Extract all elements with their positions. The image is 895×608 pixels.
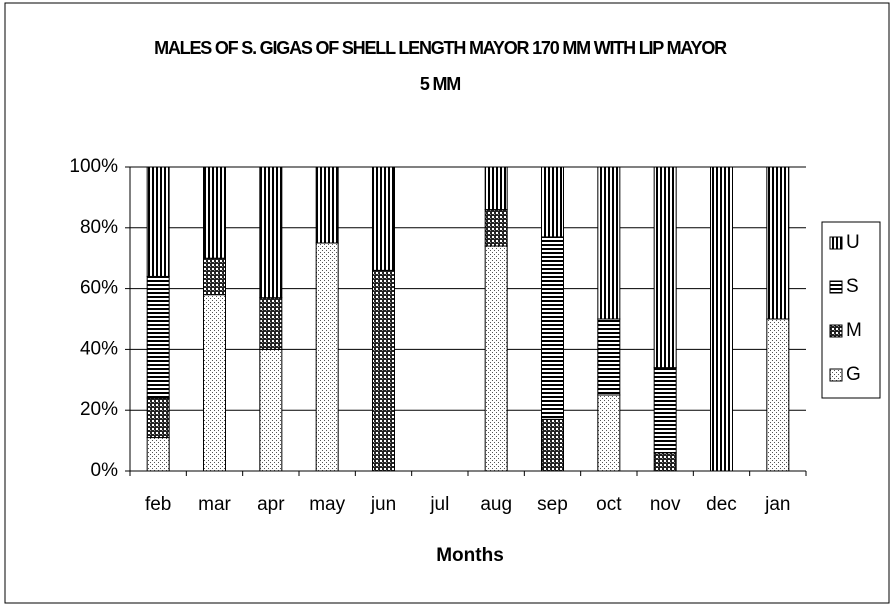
x-tick-label: aug	[480, 494, 512, 515]
bar-segment	[203, 294, 226, 472]
legend-swatch	[829, 368, 843, 382]
bar-segment	[203, 257, 226, 296]
y-tick-label: 40%	[80, 338, 118, 359]
x-tick-label: nov	[650, 494, 681, 515]
bar-segment	[653, 452, 677, 472]
bar-segment	[484, 245, 508, 472]
legend-label: G	[846, 364, 861, 385]
bar-segment	[315, 166, 339, 244]
y-tick-label: 100%	[69, 156, 118, 177]
x-tick-label: mar	[198, 494, 231, 515]
bar-segment	[653, 166, 677, 369]
x-tick-label: feb	[145, 494, 171, 515]
bar-segment	[259, 348, 283, 472]
legend-label: M	[846, 320, 862, 341]
bar-segment	[203, 166, 226, 259]
legend-swatch	[829, 236, 843, 250]
x-tick-label: may	[309, 494, 345, 515]
frame	[4, 2, 890, 604]
bar-segment	[484, 166, 508, 211]
x-tick-label: dec	[706, 494, 737, 515]
x-tick-label: sep	[537, 494, 568, 515]
bar-segment	[372, 269, 395, 472]
bar-segment	[315, 242, 339, 472]
bar-segment	[541, 236, 564, 420]
bar-segment	[146, 437, 170, 472]
x-tick-label: jul	[429, 494, 449, 515]
bar-segment	[259, 166, 283, 299]
legend-label: S	[846, 276, 859, 297]
bar-segment	[146, 275, 170, 399]
x-tick-label: jun	[370, 494, 396, 515]
bar-segment	[766, 318, 790, 472]
y-tick-label: 20%	[80, 399, 118, 420]
x-tick-label: apr	[257, 494, 285, 515]
bar-segment	[710, 166, 733, 472]
bar-segment	[541, 418, 564, 472]
x-tick-label: jan	[764, 494, 790, 515]
legend-swatch	[829, 324, 843, 338]
y-tick-label: 0%	[91, 460, 119, 481]
bar-segment	[597, 394, 621, 472]
x-axis-label: Months	[436, 545, 504, 566]
bar-segment	[372, 166, 395, 271]
bar-segment	[541, 166, 564, 238]
bar-segment	[597, 318, 621, 396]
bar-segment	[146, 397, 170, 439]
legend-label: U	[846, 232, 860, 253]
x-tick-label: oct	[596, 494, 622, 515]
bar-segment	[653, 367, 677, 454]
bar-segment	[597, 166, 621, 320]
y-tick-label: 60%	[80, 278, 118, 299]
legend-swatch	[829, 280, 843, 294]
bar-segment	[484, 209, 508, 247]
chart-title: MALES OF S. GIGAS OF SHELL LENGTH MAYOR …	[154, 38, 727, 94]
bar-segment	[146, 166, 170, 277]
bar-segment	[766, 166, 790, 320]
y-tick-label: 80%	[80, 217, 118, 238]
bar-segment	[259, 297, 283, 350]
